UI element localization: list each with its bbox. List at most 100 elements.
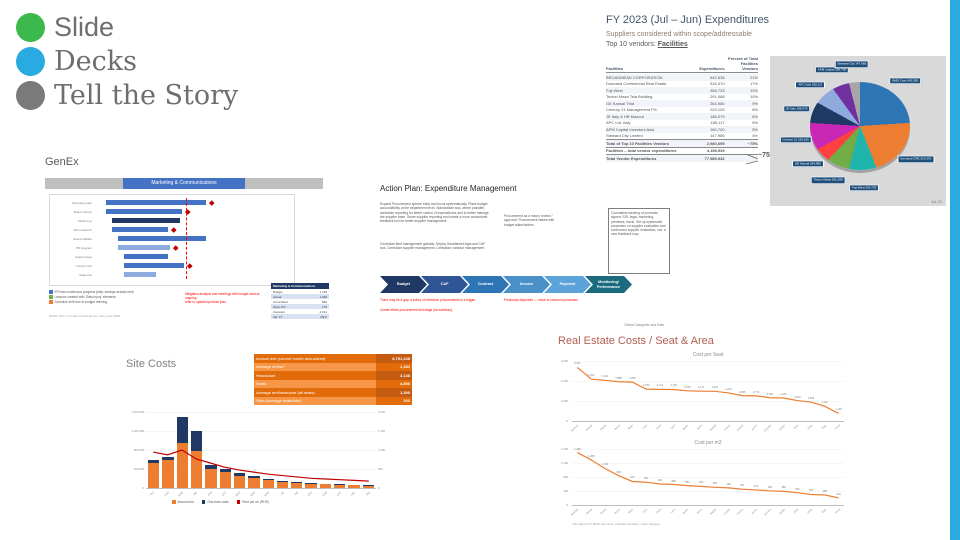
y-axis-left: 1,600,000 1,200,000 800,000 400,000 0	[120, 410, 144, 490]
mini-cell-label: Open PO	[273, 304, 286, 309]
pie-label: APM Capital 160,700	[814, 66, 850, 74]
table-cell: 6%	[752, 113, 758, 119]
action-caption: Global Categories and Knits	[624, 323, 664, 327]
y-tick: 0	[566, 503, 568, 507]
slide-site-costs: Site Costs Annual rent (current month an…	[112, 350, 417, 508]
gantt-bar	[124, 272, 156, 277]
table-total-row: Total of Top 10 Facilities Vendors 2,980,…	[606, 139, 758, 147]
table-cell: JE Italy & HB Mazout	[606, 113, 644, 119]
expenditures-title: FY 2023 (Jul – Jun) Expenditures	[606, 14, 770, 26]
table-cell: Century 21 Management P.E.	[606, 107, 659, 113]
gantt-bar	[124, 254, 168, 259]
bar-group	[190, 412, 203, 488]
gantt-task-label: Analyst days	[74, 254, 92, 259]
y-tick: 0	[142, 486, 144, 490]
bar-rent	[334, 484, 346, 488]
mini-cell-value: 1,948	[319, 294, 327, 299]
bar-one-time	[190, 431, 203, 451]
table-cell: Facilities – total vendor expenditures	[606, 148, 677, 154]
table-cell: APC Ltd. Italy	[606, 120, 631, 126]
mini-cell-label: Actual	[273, 294, 282, 299]
table-cell-label: Seats	[254, 379, 376, 388]
point-label: 5,888	[615, 376, 622, 380]
table-row: Seats 4,856	[254, 379, 412, 388]
genex-header-band: Marketing & Communications	[45, 178, 323, 189]
x-axis-label: Milan	[628, 424, 635, 431]
x-axis-label: Minato	[585, 508, 594, 516]
bar-rent	[348, 485, 360, 488]
mini-cell-value: 2,191	[319, 309, 327, 314]
site-costs-title: Site Costs	[126, 358, 177, 370]
table-cell: 160,700	[710, 126, 725, 132]
table-cell: 264,980	[710, 100, 725, 106]
pie-chart	[810, 82, 910, 170]
table-cell: Tecton Maza Tela Building	[606, 94, 653, 100]
x-axis-label: ROM	[177, 491, 185, 498]
table-row: Average rent/m² 1,184	[254, 362, 412, 371]
table-cell: 229,105	[710, 107, 725, 113]
site-chart-legend: Annual rent One-time costs Rent per m² (RH…	[172, 500, 269, 504]
mini-cell-value: 1,748	[319, 289, 327, 294]
legend-label: Annual rent	[177, 500, 194, 504]
gantt-bar	[106, 209, 182, 214]
series-line	[572, 449, 844, 505]
legend-swatch	[49, 295, 53, 299]
process-chevron: Budget	[380, 276, 427, 293]
bar-rent	[162, 460, 174, 488]
action-right-box: Cumulative tracking of contracts signed:…	[608, 208, 670, 274]
legend-item: Rent per m² (RHS)	[236, 500, 269, 504]
x-axis-label: Paris	[655, 508, 663, 515]
today-line	[186, 198, 187, 279]
table-row: JE Italy & HB Mazout 186,079 6%	[606, 113, 758, 120]
point-label: 301	[808, 489, 814, 493]
gantt-task-label: Content hub	[75, 263, 92, 268]
genex-band-label: Marketing & Communications	[123, 178, 245, 189]
table-header-row: Facilities Expenditures Percent of Total F…	[606, 56, 758, 73]
mini-table-row: Budget 1,748	[271, 289, 329, 294]
table-cell: 10%	[749, 94, 758, 100]
bar-rent	[362, 485, 374, 488]
table-cell-value: 6,751,248	[376, 354, 412, 363]
bar-one-time	[233, 473, 246, 476]
point-label: 553	[685, 480, 690, 484]
table-cell: 21%	[749, 74, 758, 80]
y-tick: 3,000	[561, 399, 568, 403]
x-axis-label: Dublin	[778, 508, 786, 516]
mini-table-row: Actual 1,948	[271, 294, 329, 299]
cost-per-m2-chart: 1,498 1,288 1,043 838 672 651 601 585 553 530 505 4…	[572, 448, 844, 506]
bar-series	[146, 412, 376, 488]
x-axis-label: Rome	[613, 424, 621, 432]
x-axis-label: Vienna	[736, 424, 745, 432]
legend-label: Rent per m² (RHS)	[242, 500, 269, 504]
table-cell-value: 1,390	[376, 388, 412, 397]
table-cell-label: Headcount	[254, 371, 376, 380]
point-label: 2,846	[807, 397, 815, 401]
gantt-row: Content hub	[50, 261, 294, 270]
bar-group	[205, 412, 217, 488]
point-label: 4,451	[711, 386, 719, 390]
milestone-diamond	[187, 262, 193, 268]
mini-table-row: Open PO 775	[271, 304, 329, 309]
action-paragraph-2: Centralize fleet management globally. De…	[380, 242, 486, 251]
table-row: Steward City Limited 147,985 4%	[606, 133, 758, 140]
bar-rent	[305, 483, 317, 488]
top10-prefix: Top 10 vendors:	[606, 41, 658, 48]
table-cell-label: Sites (average seats/site)	[254, 396, 376, 405]
gantt-row: Events EMEA	[50, 234, 294, 243]
x-axis-label: Geneva	[763, 424, 772, 433]
mini-table-row: Forecast 2,191	[271, 309, 329, 314]
gantt-bar-track	[94, 234, 294, 243]
x-axis-label: Shibuya	[570, 424, 580, 433]
milestone-diamond	[209, 199, 215, 205]
bar-rent	[205, 469, 217, 488]
y-tick: 1,600	[561, 447, 568, 451]
process-chevron: Monitoring/ Performance	[585, 276, 632, 293]
red-note: Mitigation analysis and meetings with bu…	[185, 292, 260, 301]
gantt-bar	[106, 200, 206, 205]
real-estate-title: Real Estate Costs / Seat & Area	[558, 335, 714, 347]
table-cell-label: Annual rent (current month annualized)	[254, 354, 376, 363]
bar-rent	[190, 450, 203, 488]
mini-cell-label: Var. FY	[273, 314, 283, 319]
table-cell: 77,985,933	[704, 155, 725, 161]
mini-cell-value: 646	[321, 299, 327, 304]
